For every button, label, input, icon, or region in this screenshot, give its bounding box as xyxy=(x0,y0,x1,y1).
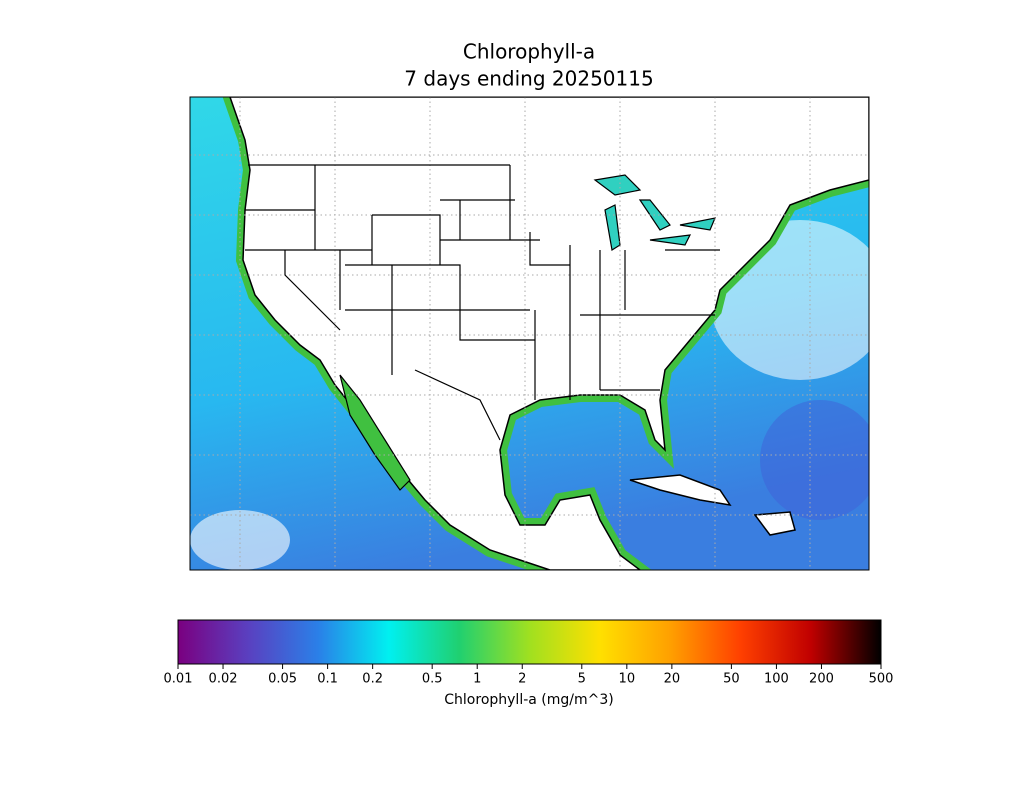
tick-label: 500 xyxy=(869,672,894,687)
tick-label: 1 xyxy=(473,672,481,687)
tick-label: 0.5 xyxy=(422,672,443,687)
cuba xyxy=(629,474,732,507)
tick-label: 20 xyxy=(664,672,681,687)
tick-label: 0.02 xyxy=(209,672,238,687)
state-borders xyxy=(245,164,720,441)
tick-label: 100 xyxy=(764,672,789,687)
open-ocean xyxy=(760,400,869,520)
tick-label: 10 xyxy=(619,672,636,687)
tick-label: 0.01 xyxy=(164,672,193,687)
tick-label: 0.1 xyxy=(317,672,338,687)
great-lakes xyxy=(593,174,716,251)
title: Chlorophyll-a xyxy=(463,40,595,64)
tick-label: 5 xyxy=(578,672,586,687)
cloud-gap xyxy=(190,510,290,570)
colorbar-label: Chlorophyll-a (mg/m^3) xyxy=(444,692,613,708)
tick-label: 2 xyxy=(518,672,526,687)
map-frame xyxy=(189,96,870,571)
subtitle: 7 days ending 20250115 xyxy=(404,67,653,91)
gulf-of-california xyxy=(339,374,411,491)
tick-label: 200 xyxy=(809,672,834,687)
colorbar: 0.01 0.02 0.05 0.1 0.2 0.5 1 2 5 10 20 50 100 200 500 xyxy=(164,619,894,687)
tick-label: 0.05 xyxy=(268,672,297,687)
tick-label: 50 xyxy=(723,672,740,687)
hispaniola xyxy=(753,511,796,536)
map xyxy=(189,96,870,571)
colorbar-gradient xyxy=(177,619,882,665)
tick-label: 0.2 xyxy=(362,672,383,687)
